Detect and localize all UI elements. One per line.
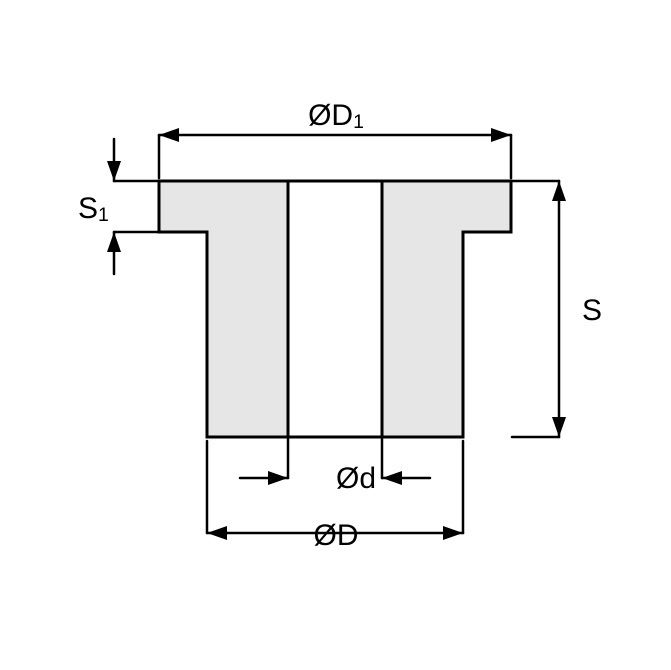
arrowhead: [107, 161, 121, 181]
arrowhead: [552, 181, 566, 201]
arrowhead: [382, 471, 402, 485]
arrowhead: [268, 471, 288, 485]
arrowhead: [159, 128, 179, 142]
dim-label: ØD1: [308, 99, 364, 133]
section-left: [159, 181, 288, 437]
arrowhead: [207, 526, 227, 540]
dim-label: S: [582, 294, 602, 327]
arrowhead: [552, 417, 566, 437]
arrowhead: [107, 232, 121, 252]
dim-label: S1: [78, 192, 109, 226]
arrowhead: [491, 128, 511, 142]
dim-label: Ød: [336, 462, 376, 495]
bushing-drawing: ØD1 Ød ØD S S1: [0, 0, 671, 670]
arrowhead: [443, 526, 463, 540]
section-right: [382, 181, 511, 437]
dim-label: ØD: [314, 519, 359, 552]
